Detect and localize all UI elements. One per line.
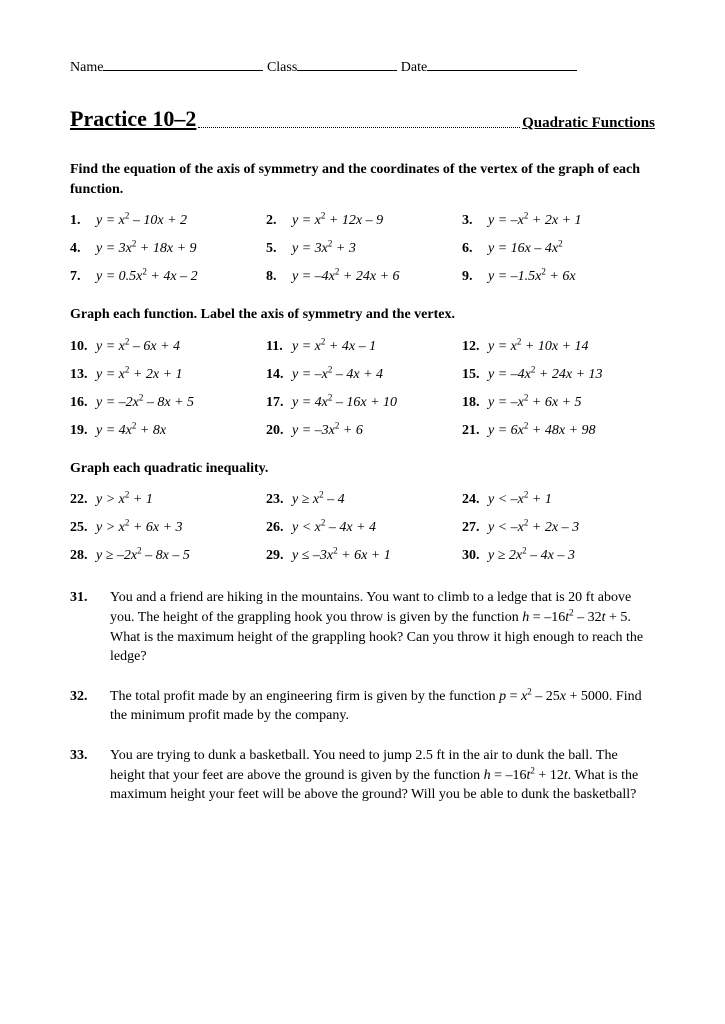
name-blank[interactable]	[103, 70, 263, 71]
problem-equation: y = –x2 + 6x + 5	[488, 395, 658, 411]
problem-equation: y = 6x2 + 48x + 98	[488, 423, 658, 439]
problem-equation: y = –x2 + 2x + 1	[488, 213, 658, 229]
problem-number: 14.	[266, 367, 292, 383]
word-problem-number: 33.	[70, 746, 110, 805]
problem-number: 12.	[462, 339, 488, 355]
word-problem-number: 32.	[70, 687, 110, 726]
problem-equation: y = –2x2 – 8x + 5	[96, 395, 266, 411]
word-problems: 31.You and a friend are hiking in the mo…	[70, 588, 655, 804]
problem-equation: y < –x2 + 1	[488, 492, 658, 508]
problem-equation: y = x2 – 6x + 4	[96, 339, 266, 355]
problem-number: 24.	[462, 492, 488, 508]
class-label: Class	[267, 60, 297, 75]
problem-equation: y = x2 + 10x + 14	[488, 339, 658, 355]
problem-equation: y = –x2 – 4x + 4	[292, 367, 462, 383]
problem-equation: y = –3x2 + 6	[292, 423, 462, 439]
word-problem: 32.The total profit made by an engineeri…	[70, 687, 655, 726]
problem-equation: y = x2 – 10x + 2	[96, 213, 266, 229]
word-problem: 31.You and a friend are hiking in the mo…	[70, 588, 655, 666]
problem-number: 21.	[462, 423, 488, 439]
problem-number: 7.	[70, 269, 96, 285]
page-title: Practice 10–2	[70, 106, 196, 132]
section3-instructions: Graph each quadratic inequality.	[70, 459, 655, 479]
problem-number: 18.	[462, 395, 488, 411]
problem-equation: y > x2 + 1	[96, 492, 266, 508]
problem-equation: y = x2 + 12x – 9	[292, 213, 462, 229]
problem-equation: y ≥ –2x2 – 8x – 5	[96, 548, 266, 564]
problem-number: 22.	[70, 492, 96, 508]
problem-equation: y = 3x2 + 3	[292, 241, 462, 257]
problem-number: 30.	[462, 548, 488, 564]
class-blank[interactable]	[297, 70, 397, 71]
problem-equation: y < x2 – 4x + 4	[292, 520, 462, 536]
problem-number: 10.	[70, 339, 96, 355]
section2-instructions: Graph each function. Label the axis of s…	[70, 305, 655, 325]
problem-number: 1.	[70, 213, 96, 229]
problem-number: 4.	[70, 241, 96, 257]
word-problem-text: You and a friend are hiking in the mount…	[110, 588, 655, 666]
section1-problems: 1.y = x2 – 10x + 22.y = x2 + 12x – 93.y …	[70, 213, 655, 285]
problem-equation: y ≥ 2x2 – 4x – 3	[488, 548, 658, 564]
word-problem-number: 31.	[70, 588, 110, 666]
section1-instructions: Find the equation of the axis of symmetr…	[70, 160, 655, 199]
problem-equation: y = 4x2 + 8x	[96, 423, 266, 439]
problem-number: 17.	[266, 395, 292, 411]
problem-number: 20.	[266, 423, 292, 439]
date-label: Date	[401, 60, 427, 75]
date-blank[interactable]	[427, 70, 577, 71]
problem-equation: y = 16x – 4x2	[488, 241, 658, 257]
problem-equation: y = 0.5x2 + 4x – 2	[96, 269, 266, 285]
problem-equation: y = –1.5x2 + 6x	[488, 269, 658, 285]
problem-number: 5.	[266, 241, 292, 257]
problem-equation: y = 4x2 – 16x + 10	[292, 395, 462, 411]
problem-number: 2.	[266, 213, 292, 229]
problem-number: 29.	[266, 548, 292, 564]
problem-number: 28.	[70, 548, 96, 564]
problem-equation: y < –x2 + 2x – 3	[488, 520, 658, 536]
problem-equation: y = –4x2 + 24x + 6	[292, 269, 462, 285]
problem-number: 8.	[266, 269, 292, 285]
problem-number: 13.	[70, 367, 96, 383]
problem-number: 3.	[462, 213, 488, 229]
section2-problems: 10.y = x2 – 6x + 411.y = x2 + 4x – 112.y…	[70, 339, 655, 439]
problem-number: 11.	[266, 339, 292, 355]
title-dots	[198, 127, 520, 128]
problem-equation: y = x2 + 4x – 1	[292, 339, 462, 355]
header-fields: Name Class Date	[70, 60, 655, 76]
word-problem-text: The total profit made by an engineering …	[110, 687, 655, 726]
section3-problems: 22.y > x2 + 123.y ≥ x2 – 424.y < –x2 + 1…	[70, 492, 655, 564]
problem-number: 27.	[462, 520, 488, 536]
problem-equation: y > x2 + 6x + 3	[96, 520, 266, 536]
problem-number: 6.	[462, 241, 488, 257]
problem-equation: y ≤ –3x2 + 6x + 1	[292, 548, 462, 564]
word-problem: 33.You are trying to dunk a basketball. …	[70, 746, 655, 805]
problem-equation: y = x2 + 2x + 1	[96, 367, 266, 383]
problem-equation: y ≥ x2 – 4	[292, 492, 462, 508]
problem-number: 25.	[70, 520, 96, 536]
problem-number: 26.	[266, 520, 292, 536]
problem-equation: y = –4x2 + 24x + 13	[488, 367, 658, 383]
name-label: Name	[70, 60, 103, 75]
word-problem-text: You are trying to dunk a basketball. You…	[110, 746, 655, 805]
problem-equation: y = 3x2 + 18x + 9	[96, 241, 266, 257]
problem-number: 19.	[70, 423, 96, 439]
problem-number: 23.	[266, 492, 292, 508]
problem-number: 9.	[462, 269, 488, 285]
page-subtitle: Quadratic Functions	[522, 115, 655, 132]
title-row: Practice 10–2 Quadratic Functions	[70, 106, 655, 132]
problem-number: 15.	[462, 367, 488, 383]
problem-number: 16.	[70, 395, 96, 411]
